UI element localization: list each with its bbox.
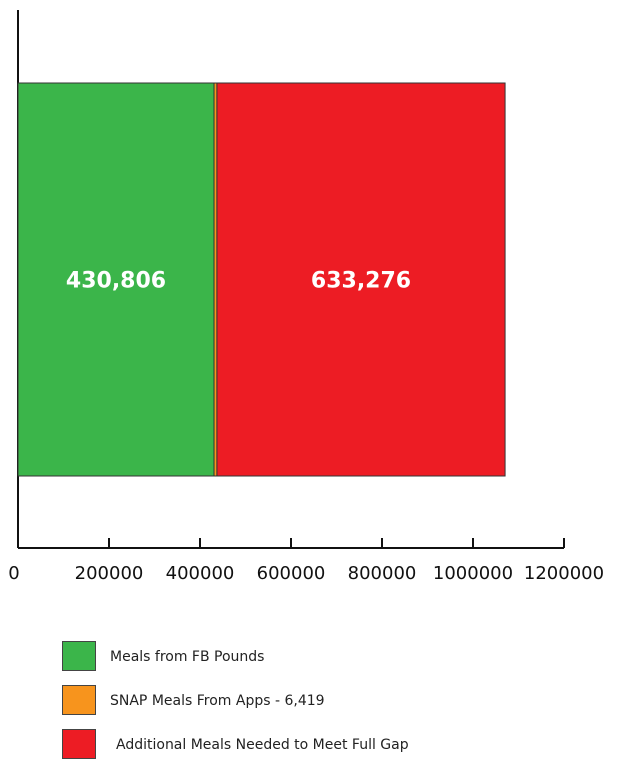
bar-segment-1: [17, 82, 215, 477]
legend-swatch-red: [62, 729, 96, 759]
x-tick-label: 800000: [348, 563, 417, 584]
bar-data-label: 633,276: [311, 269, 411, 294]
x-tick-label: 1200000: [524, 563, 604, 584]
legend-label: Meals from FB Pounds: [110, 649, 265, 665]
x-tick-label: 600000: [257, 563, 326, 584]
x-tick-label: 400000: [166, 563, 235, 584]
stacked-bar-chart: 0 200000 400000 600000 800000 1000000 1200000 …: [8, 10, 604, 584]
x-tick-label: 1000000: [433, 563, 513, 584]
x-tick-label: 0: [8, 563, 19, 584]
bar-segment-3: [216, 82, 506, 477]
legend-label: SNAP Meals From Apps - 6,419: [110, 693, 325, 709]
bar-data-label: 430,806: [66, 269, 166, 294]
legend-label: Additional Meals Needed to Meet Full Gap: [116, 737, 409, 753]
legend-swatch-orange: [62, 685, 96, 715]
x-tick-label: 200000: [75, 563, 144, 584]
legend-swatch-green: [62, 641, 96, 671]
